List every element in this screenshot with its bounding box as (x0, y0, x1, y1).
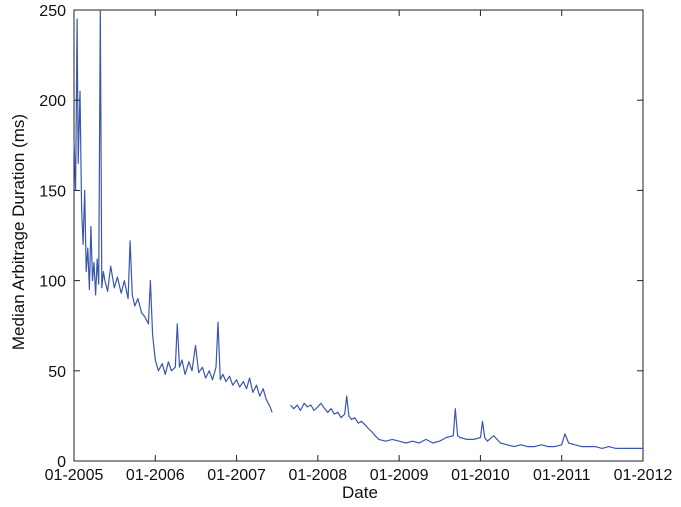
x-tick-label-0: 01-2005 (45, 467, 104, 484)
x-tick-label-3: 01-2008 (288, 467, 347, 484)
x-tick-label-1: 01-2006 (126, 467, 185, 484)
x-axis-label: Date (342, 483, 378, 502)
y-tick-label-5: 250 (39, 3, 66, 20)
x-tick-label-5: 01-2010 (451, 467, 510, 484)
y-tick-label-0: 0 (57, 454, 66, 471)
y-tick-label-3: 150 (39, 183, 66, 200)
x-tick-label-7: 01-2012 (614, 467, 673, 484)
x-tick-label-6: 01-2011 (533, 467, 591, 484)
x-tick-label-2: 01-2007 (207, 467, 266, 484)
plot-frame (73, 9, 644, 462)
series-line-0-segment-0 (73, 9, 273, 413)
y-tick-label-4: 200 (39, 93, 66, 110)
y-axis-label: Median Arbitrage Duration (ms) (9, 114, 28, 350)
x-tick-label-4: 01-2009 (370, 467, 429, 484)
series-line-0-segment-1 (290, 395, 643, 449)
y-tick-label-1: 50 (48, 364, 66, 381)
y-tick-label-2: 100 (39, 274, 66, 291)
